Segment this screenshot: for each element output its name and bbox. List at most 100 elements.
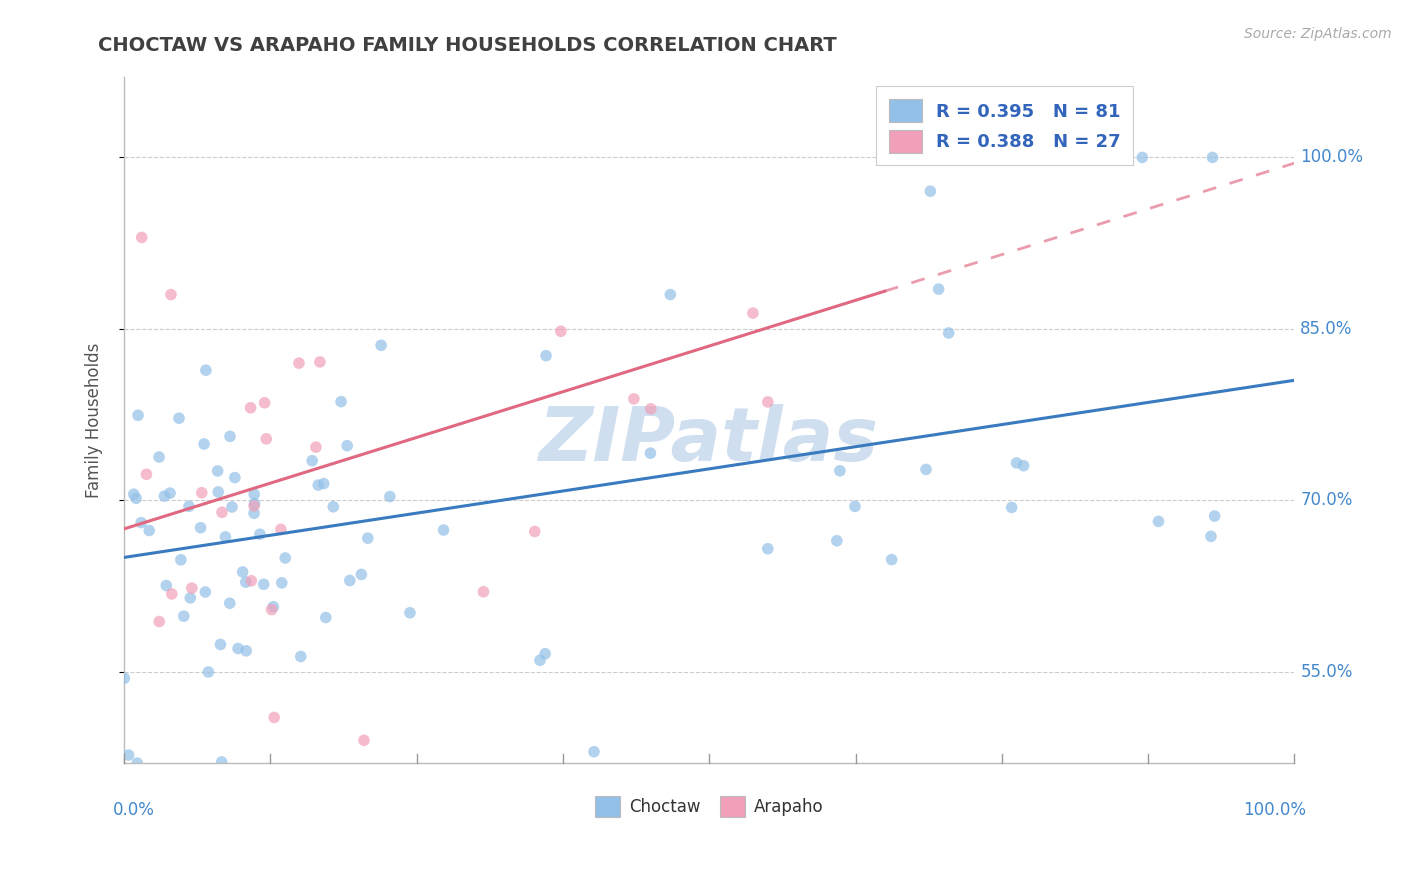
Point xyxy=(920,184,942,198)
Point xyxy=(253,396,276,410)
Point xyxy=(659,287,682,301)
Point xyxy=(1001,500,1024,515)
Point xyxy=(534,349,557,363)
Point xyxy=(180,581,202,595)
Point xyxy=(353,733,375,747)
Point xyxy=(253,577,276,591)
Point xyxy=(370,338,392,352)
Text: CHOCTAW VS ARAPAHO FAMILY HOUSEHOLDS CORRELATION CHART: CHOCTAW VS ARAPAHO FAMILY HOUSEHOLDS COR… xyxy=(98,36,837,54)
Point xyxy=(173,609,195,624)
Point xyxy=(756,395,779,409)
Point xyxy=(378,490,401,504)
Point xyxy=(235,644,257,658)
Point xyxy=(243,487,266,501)
Point xyxy=(232,565,254,579)
Point xyxy=(312,476,335,491)
Point xyxy=(336,439,359,453)
Text: 0.0%: 0.0% xyxy=(112,801,155,819)
Point xyxy=(148,450,170,464)
Point xyxy=(1147,515,1170,529)
Point xyxy=(472,584,495,599)
Point xyxy=(197,665,219,679)
Point xyxy=(209,638,232,652)
Point xyxy=(1130,150,1153,164)
Text: 100.0%: 100.0% xyxy=(1243,801,1306,819)
Point xyxy=(221,500,243,514)
Point xyxy=(756,541,779,556)
Point xyxy=(350,567,373,582)
Point xyxy=(170,553,193,567)
Point xyxy=(235,575,257,590)
Point xyxy=(240,574,263,588)
Text: 70.0%: 70.0% xyxy=(1301,491,1353,509)
Point xyxy=(1204,509,1226,524)
Point xyxy=(194,363,217,377)
Point xyxy=(399,606,422,620)
Point xyxy=(880,552,903,566)
Point xyxy=(523,524,546,539)
Point xyxy=(290,649,312,664)
Text: 55.0%: 55.0% xyxy=(1301,663,1353,681)
Point xyxy=(623,392,645,406)
Point xyxy=(177,500,200,514)
Point xyxy=(288,356,311,370)
Point xyxy=(270,522,292,536)
Point xyxy=(127,409,149,423)
Point xyxy=(357,531,380,545)
Point xyxy=(243,496,266,510)
Point xyxy=(243,506,266,520)
Point xyxy=(640,401,662,416)
Text: ZIPatlas: ZIPatlas xyxy=(540,404,879,477)
Point xyxy=(219,429,242,443)
Point xyxy=(828,464,851,478)
Point xyxy=(190,521,212,535)
Point xyxy=(305,440,328,454)
Point xyxy=(117,747,139,762)
Point xyxy=(741,306,763,320)
Text: Source: ZipAtlas.com: Source: ZipAtlas.com xyxy=(1244,27,1392,41)
Point xyxy=(211,755,233,769)
Point xyxy=(1012,458,1035,473)
Point xyxy=(534,647,557,661)
Point xyxy=(160,287,183,301)
Point xyxy=(224,470,246,484)
Point xyxy=(339,574,361,588)
Point xyxy=(135,467,157,482)
Point xyxy=(153,489,176,503)
Point xyxy=(125,491,148,506)
Legend: Choctaw, Arapaho: Choctaw, Arapaho xyxy=(589,789,830,823)
Point xyxy=(131,230,153,244)
Point xyxy=(928,282,950,296)
Point xyxy=(193,437,215,451)
Point xyxy=(432,523,454,537)
Point xyxy=(529,653,551,667)
Point xyxy=(226,641,249,656)
Point xyxy=(148,615,170,629)
Point xyxy=(190,485,212,500)
Point xyxy=(330,394,353,409)
Point xyxy=(138,524,160,538)
Point xyxy=(260,602,283,616)
Point xyxy=(207,485,229,500)
Point xyxy=(194,585,217,599)
Y-axis label: Family Households: Family Households xyxy=(86,343,103,498)
Point xyxy=(315,610,337,624)
Point xyxy=(582,745,605,759)
Point xyxy=(214,530,236,544)
Point xyxy=(262,599,284,614)
Point xyxy=(122,487,145,501)
Point xyxy=(270,575,292,590)
Point xyxy=(211,505,233,519)
Point xyxy=(207,464,229,478)
Point xyxy=(1199,529,1222,543)
Text: 100.0%: 100.0% xyxy=(1301,148,1364,167)
Point xyxy=(127,756,149,771)
Point xyxy=(274,551,297,566)
Point xyxy=(218,596,240,610)
Point xyxy=(322,500,344,514)
Point xyxy=(1201,150,1223,164)
Point xyxy=(243,499,266,513)
Point xyxy=(1005,456,1028,470)
Point xyxy=(112,671,135,685)
Point xyxy=(179,591,201,605)
